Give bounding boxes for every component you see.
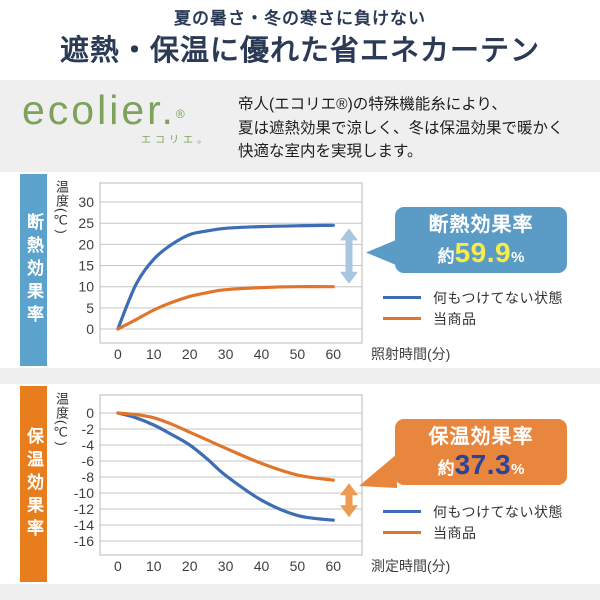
retention-callout-value-row: 約37.3% (395, 449, 567, 481)
svg-text:30: 30 (78, 194, 94, 210)
svg-text:10: 10 (146, 558, 162, 574)
insulation-y-axis-label: 温度(℃) (54, 180, 69, 235)
svg-text:15: 15 (78, 258, 94, 274)
section-divider (0, 368, 600, 384)
svg-text:20: 20 (182, 558, 198, 574)
legend-line-blue (383, 510, 421, 513)
svg-text:0: 0 (114, 346, 122, 362)
page-title: 遮熱・保温に優れた省エネカーテン (59, 35, 540, 68)
svg-text:5: 5 (86, 300, 94, 316)
svg-text:-14: -14 (74, 517, 94, 533)
intro-band: ecolier.® エコリエ。 帝人(エコリエ®)の特殊機能糸により、 夏は遮熱… (0, 80, 600, 172)
legend-item-bare: 何もつけてない状態 (383, 503, 563, 520)
svg-text:0: 0 (114, 558, 122, 574)
svg-text:50: 50 (290, 346, 306, 362)
insulation-callout-value: 59.9 (454, 237, 512, 268)
legend-label: 何もつけてない状態 (433, 503, 563, 520)
svg-text:-16: -16 (74, 533, 94, 549)
insulation-legend: 何もつけてない状態 当商品 (383, 289, 563, 327)
svg-text:10: 10 (146, 346, 162, 362)
svg-text:-8: -8 (82, 469, 95, 485)
insulation-callout-title: 断熱効果率 (428, 214, 534, 236)
retention-sidebar-label: 保温効果率 (20, 386, 47, 582)
svg-text:20: 20 (182, 346, 198, 362)
svg-text:30: 30 (218, 558, 234, 574)
intro-line-2: 夏は遮熱効果で涼しく、冬は保温効果で暖かく (238, 119, 564, 137)
retention-chart-section: 保温効果率 温度(℃) 0 -2 -4 -6 -8 -10 -12 -14 -16 0 10 20 30… (0, 384, 600, 584)
retention-callout-value: 37.3 (454, 449, 512, 480)
registered-mark-icon: ® (175, 107, 185, 121)
svg-text:40: 40 (254, 558, 270, 574)
legend-label: 当商品 (433, 310, 477, 327)
svg-text:-12: -12 (74, 501, 94, 517)
svg-text:照射時間(分): 照射時間(分) (371, 346, 450, 362)
svg-text:-10: -10 (74, 485, 94, 501)
callout-unit: % (511, 249, 525, 266)
svg-text:0: 0 (86, 321, 94, 337)
legend-label: 何もつけてない状態 (433, 289, 563, 306)
retention-legend: 何もつけてない状態 当商品 (383, 503, 563, 541)
legend-line-blue (383, 296, 421, 299)
brand-logo: ecolier.® (22, 87, 227, 133)
svg-text:10: 10 (78, 279, 94, 295)
intro-text: 帝人(エコリエ®)の特殊機能糸により、 夏は遮熱効果で涼しく、冬は保温効果で暖か… (238, 93, 564, 164)
svg-text:-4: -4 (82, 437, 95, 453)
retention-callout: 保温効果率 約37.3% (395, 419, 567, 485)
brand-kana: エコリエ。 (141, 135, 211, 147)
header: 夏の暑さ・冬の寒さに負けない 遮熱・保温に優れた省エネカーテン (0, 0, 600, 80)
intro-line-1: 帝人(エコリエ®)の特殊機能糸により、 (238, 96, 507, 113)
callout-prefix: 約 (437, 247, 455, 266)
bottom-margin (0, 584, 600, 600)
intro-line-3: 快適な室内を実現します。 (238, 143, 423, 161)
svg-text:25: 25 (78, 215, 94, 231)
retention-callout-title: 保温効果率 (428, 426, 534, 448)
svg-text:60: 60 (326, 558, 342, 574)
legend-item-bare: 何もつけてない状態 (383, 289, 563, 306)
svg-text:測定時間(分): 測定時間(分) (371, 558, 450, 574)
svg-text:-2: -2 (82, 421, 95, 437)
legend-item-product: 当商品 (383, 310, 563, 327)
insulation-sidebar-label: 断熱効果率 (20, 174, 47, 366)
header-subtitle: 夏の暑さ・冬の寒さに負けない (174, 9, 426, 28)
retention-y-axis-label: 温度(℃) (54, 392, 69, 447)
insulation-chart-section: 断熱効果率 温度(℃) 30 25 20 15 10 5 0 0 10 20 30 40 50 60 照射時… (0, 172, 600, 368)
brand-logo-block: ecolier.® エコリエ。 (22, 87, 227, 147)
retention-chart: 0-2-4-6-8-10-12-14-160 10 20 30 40 50 60 測定時間(分… (74, 394, 450, 574)
legend-line-orange (383, 531, 421, 534)
svg-text:50: 50 (290, 558, 306, 574)
insulation-callout-value-row: 約59.9% (395, 237, 567, 269)
svg-text:30: 30 (218, 346, 234, 362)
svg-text:40: 40 (254, 346, 270, 362)
legend-label: 当商品 (433, 524, 477, 541)
legend-line-orange (383, 317, 421, 320)
brand-logo-text: ecolier. (22, 87, 176, 133)
svg-text:20: 20 (78, 236, 94, 252)
insulation-callout: 断熱効果率 約59.9% (395, 207, 567, 273)
callout-unit: % (511, 461, 525, 478)
svg-text:-6: -6 (82, 453, 95, 469)
callout-prefix: 約 (437, 459, 455, 478)
svg-text:0: 0 (86, 405, 94, 421)
legend-item-product: 当商品 (383, 524, 563, 541)
svg-text:60: 60 (326, 346, 342, 362)
